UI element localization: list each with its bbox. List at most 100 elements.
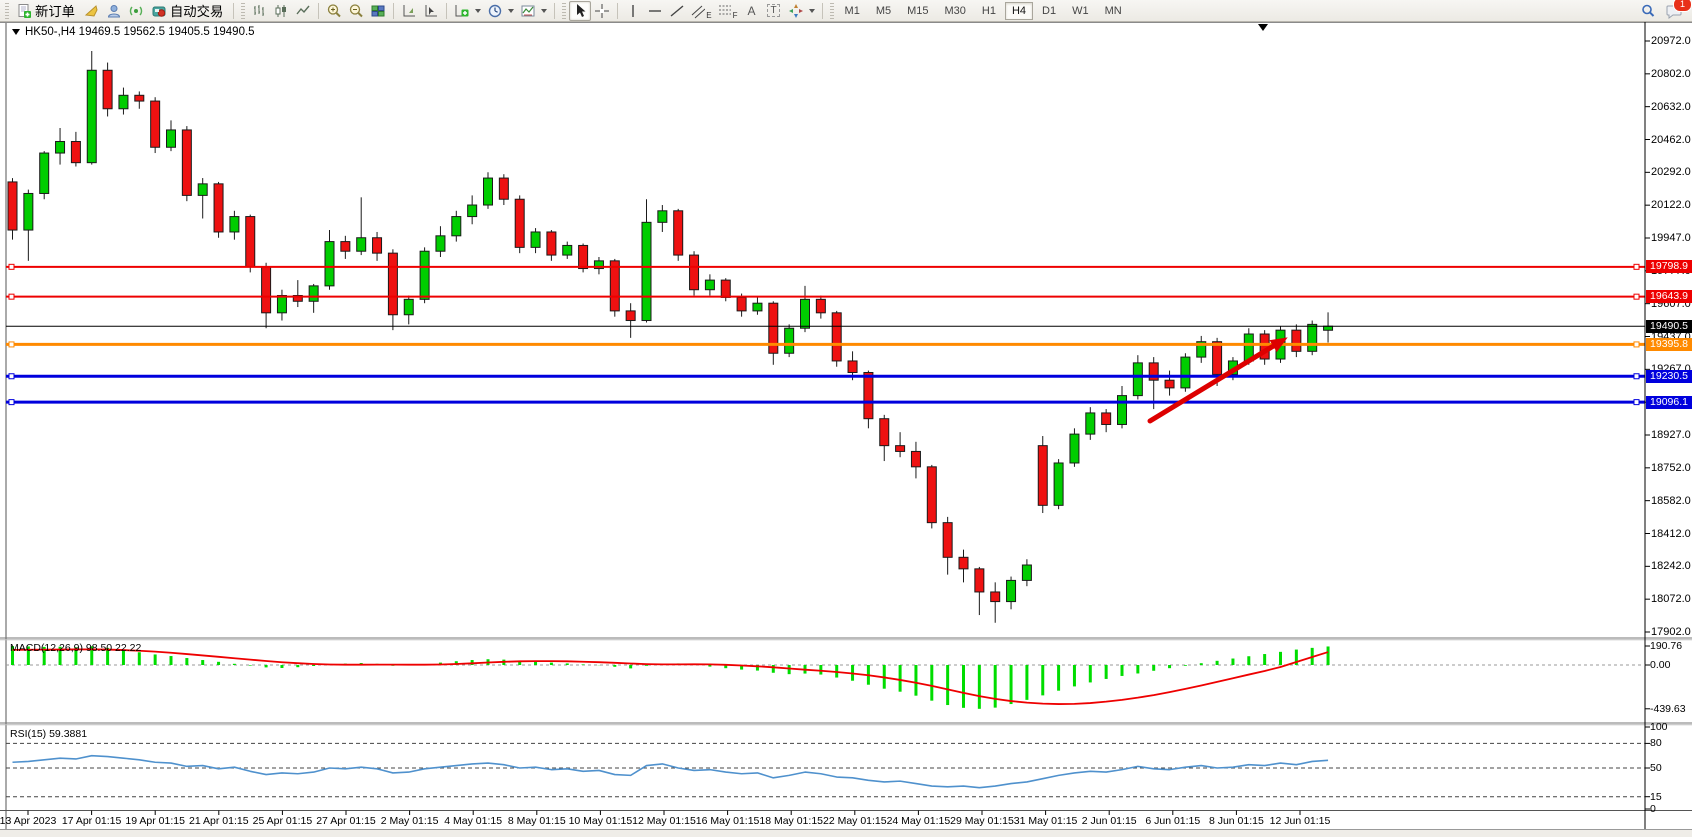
candle-body <box>800 298 810 329</box>
time-tick-label: 10 May 01:15 <box>568 815 633 827</box>
trend-arrow[interactable] <box>1147 339 1283 424</box>
candle-body <box>546 231 557 256</box>
text-tool-button[interactable]: A <box>741 1 763 21</box>
crosshair-tool-button[interactable] <box>591 1 613 21</box>
toolbar-separator <box>233 2 235 19</box>
vertical-line-tool-button[interactable] <box>622 1 644 21</box>
timeframe-button-w1[interactable]: W1 <box>1065 2 1096 20</box>
timeframe-button-h1[interactable]: H1 <box>975 2 1003 20</box>
candle-body <box>879 418 890 447</box>
cursor-icon <box>577 4 586 17</box>
line-anchor[interactable] <box>8 341 15 348</box>
toolbar-drag-handle[interactable] <box>5 2 9 19</box>
equidistant-channel-icon <box>691 5 706 18</box>
zoom-out-button[interactable] <box>345 1 367 21</box>
timeframe-button-d1[interactable]: D1 <box>1035 2 1063 20</box>
rsi-label: RSI(15) 59.3881 <box>10 728 88 740</box>
timeframe-button-h4[interactable]: H4 <box>1004 1 1034 20</box>
time-tick-label: 27 Apr 01:15 <box>316 815 376 827</box>
arrows-icon <box>788 3 803 18</box>
new-order-button[interactable]: 新订单 <box>12 1 81 21</box>
vertical-line-icon <box>632 4 634 17</box>
price-tick-label: 18412.0 <box>1651 527 1691 540</box>
collapse-triangle-icon[interactable] <box>12 29 20 35</box>
bar-chart-mode-button[interactable] <box>248 1 270 21</box>
line-chart-mode-button[interactable] <box>292 1 314 21</box>
toolbar-separator <box>821 2 823 19</box>
time-tick-label: 12 May 01:15 <box>632 815 696 827</box>
candle-body <box>261 266 272 314</box>
line-anchor[interactable] <box>1633 263 1640 270</box>
candle-body <box>181 129 192 196</box>
dropdown-caret <box>541 8 548 13</box>
candle-body <box>118 94 129 110</box>
fibonacci-tool-button[interactable]: F <box>715 1 741 21</box>
macd-axis-label: 190.76 <box>1650 640 1683 652</box>
timeframe-button-mn[interactable]: MN <box>1098 2 1129 20</box>
candle-body <box>419 250 430 300</box>
toolbar-drag-handle[interactable] <box>829 2 834 19</box>
price-badge-19643.9: 19643.9 <box>1646 290 1692 304</box>
template-icon <box>521 5 535 16</box>
candle-body <box>942 522 953 558</box>
timeframe-button-m5[interactable]: M5 <box>869 2 898 20</box>
candle-body <box>657 210 668 223</box>
timeframe-button-m1[interactable]: M1 <box>838 2 867 20</box>
signals-button[interactable] <box>125 1 147 21</box>
tile-windows-button[interactable] <box>367 1 389 21</box>
candle-body <box>831 312 842 362</box>
candlestick-mode-button[interactable] <box>270 1 292 21</box>
channel-tool-button[interactable]: E <box>688 1 714 21</box>
timeframe-button-m15[interactable]: M15 <box>900 2 935 20</box>
line-anchor[interactable] <box>8 399 15 406</box>
candle-body <box>974 568 985 593</box>
price-tick-label: 20972.0 <box>1651 35 1691 47</box>
time-tick-label: 18 May 01:15 <box>759 815 824 827</box>
rsi-axis-label: 0 <box>1650 803 1656 815</box>
main-toolbar: 新订单 自动交易 <box>0 0 1692 22</box>
cursor-tool-button[interactable] <box>569 0 592 21</box>
timeframe-button-m30[interactable]: M30 <box>938 2 973 20</box>
time-tick-label: 22 May 01:15 <box>822 815 887 827</box>
trendline-tool-button[interactable] <box>666 1 688 21</box>
price-tick-label: 18242.0 <box>1651 560 1691 573</box>
optimization-button[interactable] <box>420 1 442 21</box>
line-anchor[interactable] <box>8 263 15 270</box>
templates-button[interactable] <box>517 1 550 21</box>
arrows-tool-button[interactable] <box>785 1 818 21</box>
candle-body <box>86 69 97 164</box>
profile-button[interactable] <box>103 1 125 21</box>
line-anchor[interactable] <box>1633 293 1640 300</box>
candle-body <box>1132 362 1143 397</box>
price-tick-label: 18752.0 <box>1651 461 1691 474</box>
line-anchor[interactable] <box>1633 373 1640 380</box>
horizontal-line-tool-button[interactable] <box>644 1 666 21</box>
line-anchor[interactable] <box>1633 341 1640 348</box>
candle-body <box>530 231 541 248</box>
bar-chart-icon <box>254 4 265 16</box>
candle-body <box>641 221 652 322</box>
candle-body <box>1291 329 1302 352</box>
line-anchor[interactable] <box>8 293 15 300</box>
line-anchor[interactable] <box>1633 399 1640 406</box>
search-button[interactable] <box>1637 1 1659 21</box>
new-chart-button[interactable] <box>451 1 484 21</box>
candle-body <box>245 216 256 268</box>
candle-body <box>467 204 478 218</box>
toolbar-drag-handle[interactable] <box>241 2 246 19</box>
zoom-in-button[interactable] <box>323 1 345 21</box>
candle-body <box>689 254 700 291</box>
periods-button[interactable] <box>484 1 517 21</box>
deposit-button[interactable] <box>81 1 103 21</box>
toolbar-drag-handle[interactable] <box>562 2 567 19</box>
channel-glyph: E <box>706 10 712 20</box>
candle-body <box>1196 341 1207 358</box>
chart-shift-marker[interactable] <box>1258 24 1268 31</box>
strategy-tester-button[interactable] <box>398 1 420 21</box>
line-anchor[interactable] <box>8 373 15 380</box>
candle-body <box>1101 412 1112 425</box>
text-label-tool-button[interactable]: T <box>763 1 785 21</box>
autotrading-button[interactable]: 自动交易 <box>147 1 229 21</box>
